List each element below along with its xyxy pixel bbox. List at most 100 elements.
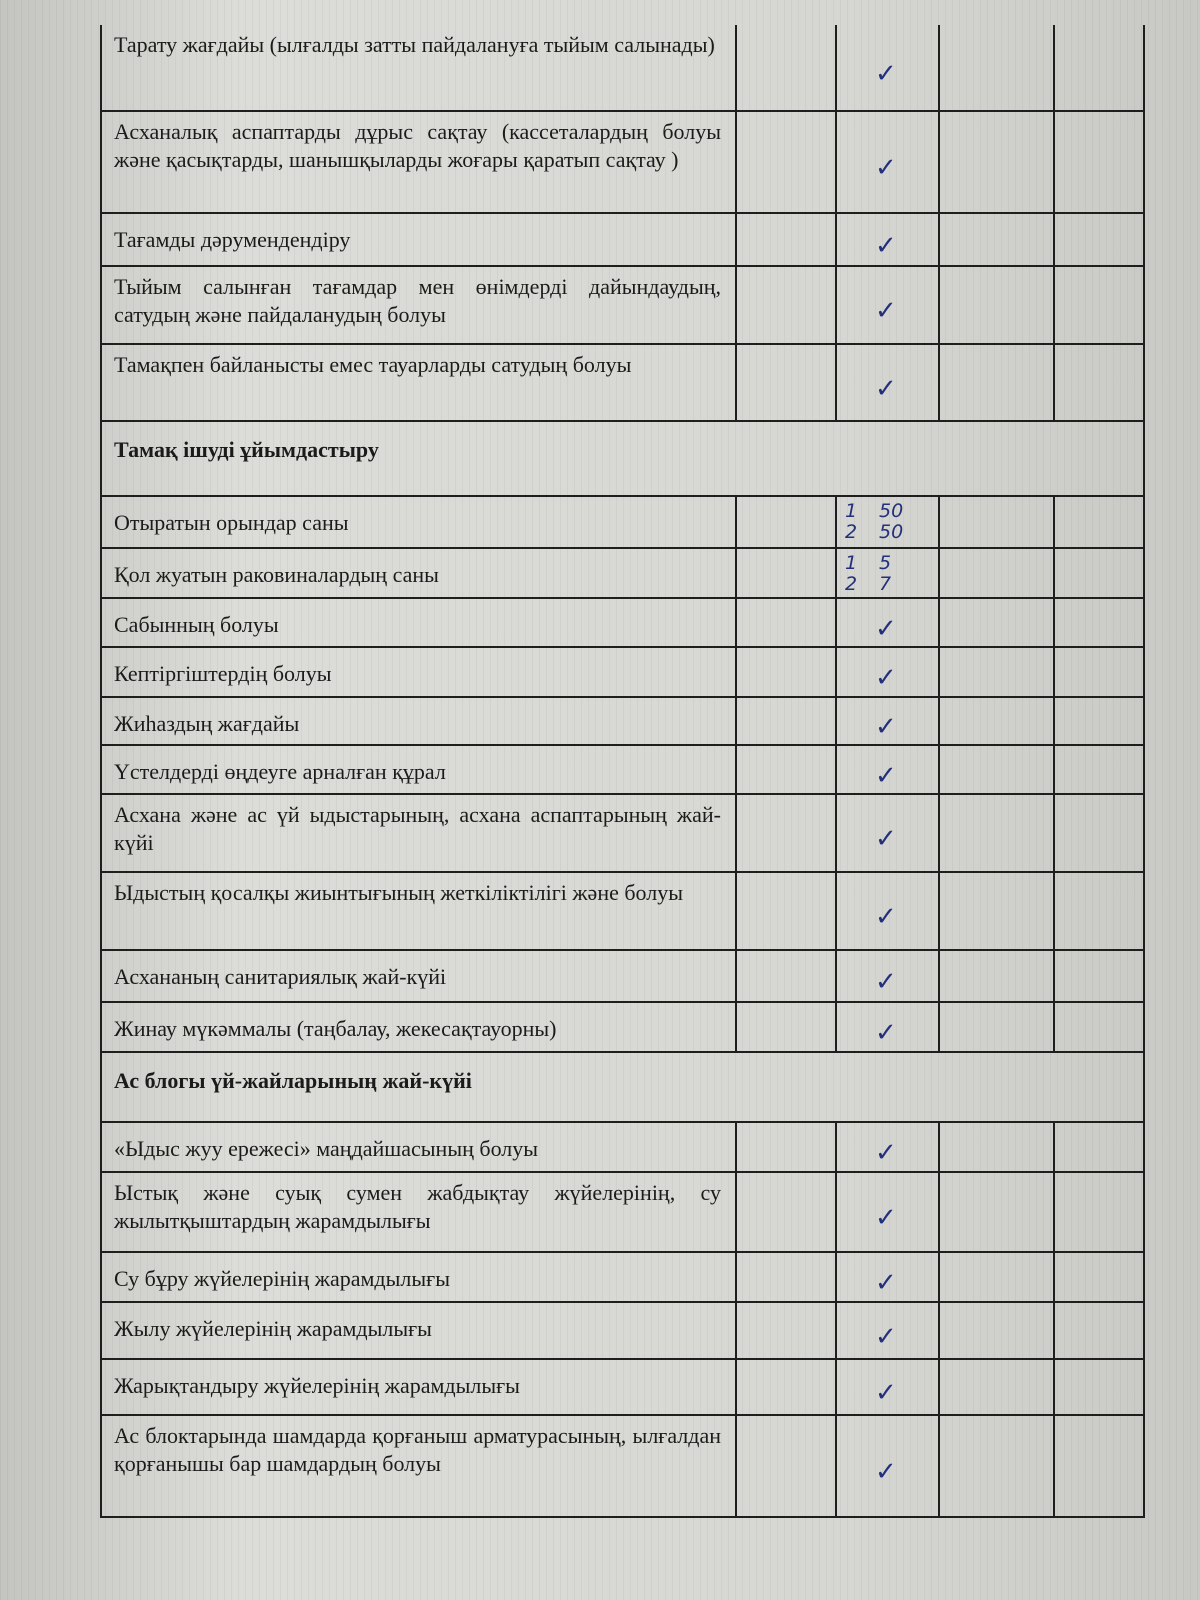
table-row: Су бұру жүйелерінің жарамдылығы ✓	[100, 1253, 1145, 1303]
handwritten-values: 1 50 2 50	[845, 501, 913, 543]
table-cell-col2	[735, 1303, 835, 1358]
handwritten-check-icon: ✓	[875, 230, 897, 261]
criterion-text: Ас блоктарында шамдарда қорғаныш арматур…	[100, 1416, 735, 1516]
table-cell-col4	[938, 214, 1053, 265]
handwritten-check-icon: ✓	[875, 373, 897, 404]
handwritten-count: 7	[879, 573, 892, 595]
table-cell-col4	[938, 267, 1053, 343]
table-cell-col2	[735, 1123, 835, 1171]
table-cell-col3: ✓	[835, 698, 938, 744]
table-cell-col5	[1053, 497, 1145, 547]
table-cell-col3: ✓	[835, 599, 938, 646]
table-cell-col5	[1053, 1360, 1145, 1414]
handwritten-check-icon: ✓	[875, 296, 897, 326]
table-cell-col5	[1053, 1416, 1145, 1516]
table-cell-col3: ✓	[835, 25, 938, 110]
table-row: Асхананың санитариялық жай-күйі ✓	[100, 951, 1145, 1003]
table-cell-col5	[1053, 1003, 1145, 1051]
table-row: Ас блоктарында шамдарда қорғаныш арматур…	[100, 1416, 1145, 1518]
handwritten-check-icon: ✓	[875, 1268, 897, 1298]
criterion-text: Жарықтандыру жүйелерінің жарамдылығы	[100, 1360, 735, 1414]
table-row: Жарықтандыру жүйелерінің жарамдылығы ✓	[100, 1360, 1145, 1416]
table-cell-col5	[1053, 25, 1145, 110]
table-cell-col3: ✓	[835, 345, 938, 420]
criterion-text: Тыйым салынған тағамдар мен өнімдерді да…	[100, 267, 735, 343]
criterion-text: Тағамды дәрумендендіру	[100, 214, 735, 265]
criterion-text: Кептіргіштердің болуы	[100, 648, 735, 696]
table-cell-col2	[735, 951, 835, 1001]
table-cell-col2	[735, 1360, 835, 1414]
handwritten-count: 50	[879, 500, 904, 522]
criterion-text: Ыдыстың қосалқы жиынтығының жеткіліктілі…	[100, 873, 735, 949]
handwritten-check-icon: ✓	[875, 1203, 897, 1233]
table-cell-col3: ✓	[835, 1253, 938, 1301]
table-cell-col5	[1053, 267, 1145, 343]
handwritten-check-icon: ✓	[875, 967, 897, 997]
criterion-text: Тарату жағдайы (ылғалды затты пайдалануғ…	[100, 25, 735, 110]
table-cell-col4	[938, 1253, 1053, 1301]
handwritten-check-icon: ✓	[875, 1457, 897, 1487]
table-cell-col2	[735, 25, 835, 110]
handwritten-check-icon: ✓	[875, 1378, 897, 1408]
table-cell-col3: ✓	[835, 1360, 938, 1414]
handwritten-index: 2	[845, 521, 858, 543]
criterion-text: Асхана және ас үй ыдыстарының, асхана ас…	[100, 795, 735, 871]
table-cell-col5	[1053, 549, 1145, 597]
table-row: Жинау мүкәммалы (таңбалау, жекесақтауорн…	[100, 1003, 1145, 1053]
criterion-text: Су бұру жүйелерінің жарамдылығы	[100, 1253, 735, 1301]
criterion-text: Жинау мүкәммалы (таңбалау, жекесақтауорн…	[100, 1003, 735, 1051]
table-cell-col3: ✓	[835, 795, 938, 871]
table-cell-col5	[1053, 746, 1145, 793]
handwritten-index: 2	[845, 573, 858, 595]
table-cell-col5	[1053, 698, 1145, 744]
criterion-text: Асханалық аспаптарды дұрыс сақтау (кассе…	[100, 112, 735, 212]
table-cell-col3: ✓	[835, 951, 938, 1001]
criterion-text: Қол жуатын раковиналардың саны	[100, 549, 735, 597]
table-cell-col4	[938, 1416, 1053, 1516]
table-cell-col5	[1053, 345, 1145, 420]
criterion-text: Сабынның болуы	[100, 599, 735, 646]
table-cell-col5	[1053, 214, 1145, 265]
table-cell-col2	[735, 1003, 835, 1051]
table-cell-col4	[938, 1360, 1053, 1414]
handwritten-count: 50	[879, 521, 904, 543]
table-cell-col3: ✓	[835, 1416, 938, 1516]
criterion-text: Тамақпен байланысты емес тауарларды сату…	[100, 345, 735, 420]
criterion-text: Асхананың санитариялық жай-күйі	[100, 951, 735, 1001]
table-row: Тарату жағдайы (ылғалды затты пайдалануғ…	[100, 25, 1145, 112]
table-cell-col2	[735, 698, 835, 744]
table-row: Жиһаздың жағдайы ✓	[100, 698, 1145, 746]
criterion-text: Жылу жүйелерінің жарамдылығы	[100, 1303, 735, 1358]
table-cell-col3: 1 50 2 50	[835, 497, 938, 547]
criterion-text: Үстелдерді өңдеуге арналған құрал	[100, 746, 735, 793]
table-cell-col5	[1053, 648, 1145, 696]
handwritten-check-icon: ✓	[875, 1321, 897, 1352]
table-cell-col2	[735, 214, 835, 265]
table-cell-col4	[938, 497, 1053, 547]
table-row: Тыйым салынған тағамдар мен өнімдерді да…	[100, 267, 1145, 345]
table-cell-col4	[938, 112, 1053, 212]
table-cell-col4	[938, 1303, 1053, 1358]
handwritten-check-icon: ✓	[875, 760, 897, 791]
table-cell-col2	[735, 1253, 835, 1301]
table-row: Ыдыстың қосалқы жиынтығының жеткіліктілі…	[100, 873, 1145, 951]
section-header-row: Ас блогы үй-жайларының жай-күйі	[100, 1053, 1145, 1123]
criterion-text: «Ыдыс жуу ережесі» маңдайшасының болуы	[100, 1123, 735, 1171]
table-cell-col2	[735, 795, 835, 871]
table-cell-col4	[938, 25, 1053, 110]
criterion-text: Жиһаздың жағдайы	[100, 698, 735, 744]
table-row: Ыстық және суық сумен жабдықтау жүйелері…	[100, 1173, 1145, 1253]
table-cell-col5	[1053, 795, 1145, 871]
handwritten-check-icon: ✓	[875, 613, 897, 644]
table-row: Отыратын орындар саны 1 50 2 50	[100, 497, 1145, 549]
table-row: «Ыдыс жуу ережесі» маңдайшасының болуы ✓	[100, 1123, 1145, 1173]
table-row: Үстелдерді өңдеуге арналған құрал ✓	[100, 746, 1145, 795]
table-cell-col2	[735, 549, 835, 597]
handwritten-check-icon: ✓	[875, 1138, 897, 1168]
table-cell-col4	[938, 345, 1053, 420]
handwritten-check-icon: ✓	[875, 663, 897, 693]
table-cell-col5	[1053, 1123, 1145, 1171]
table-cell-col3: ✓	[835, 746, 938, 793]
section-header-row: Тамақ ішуді ұйымдастыру	[100, 422, 1145, 497]
